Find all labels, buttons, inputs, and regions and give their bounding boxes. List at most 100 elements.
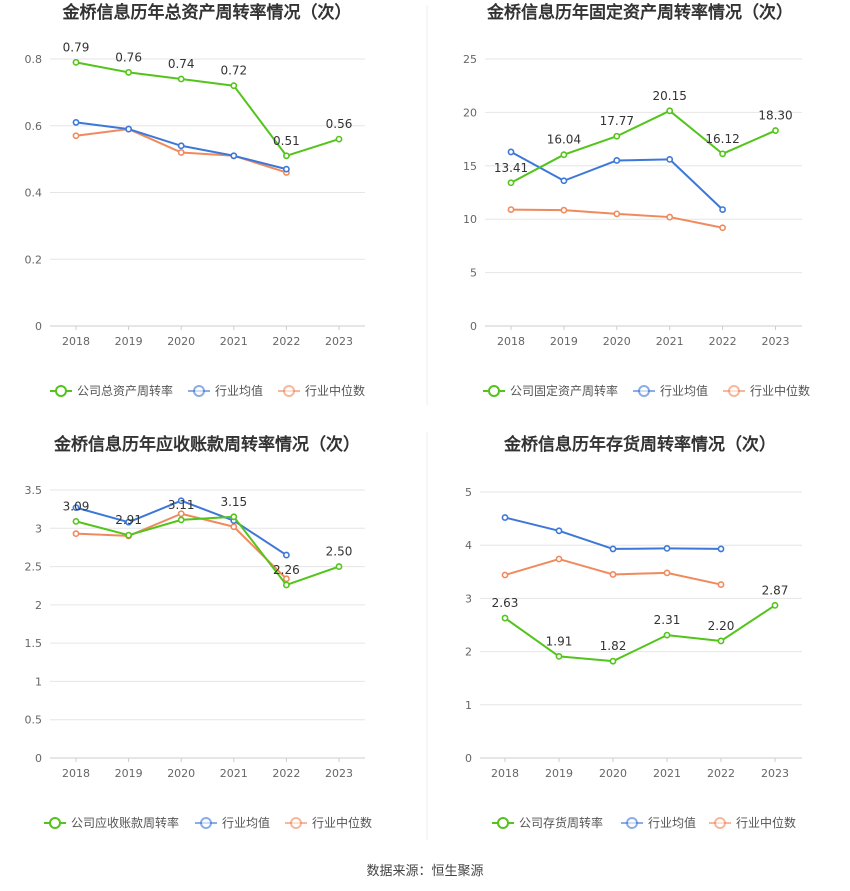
data-point-median[interactable] [230, 523, 238, 531]
data-point-company[interactable] [772, 127, 779, 134]
data-point-company[interactable] [230, 82, 238, 90]
data-point-company[interactable] [282, 581, 290, 589]
data-point-median[interactable] [507, 206, 515, 213]
data-point-avg[interactable] [560, 177, 568, 185]
data-point-company[interactable] [609, 657, 617, 665]
data-point-median[interactable] [719, 224, 726, 232]
data-point-median[interactable] [177, 510, 185, 518]
legend-item-avg[interactable]: 行业均值 [195, 815, 270, 830]
data-point-median[interactable] [501, 571, 509, 579]
legend-marker-icon [55, 385, 67, 397]
data-point-avg[interactable] [125, 125, 133, 133]
data-point-avg[interactable] [125, 518, 133, 526]
data-point-company[interactable] [282, 152, 290, 160]
data-label: 16.04 [547, 133, 581, 147]
legend-item-avg[interactable]: 行业均值 [188, 383, 263, 398]
y-tick-label: 0 [35, 752, 42, 765]
legend-item-median[interactable]: 行业中位数 [278, 383, 365, 398]
legend-marker-icon [714, 817, 726, 829]
y-tick-label: 0.5 [25, 714, 43, 727]
legend-item-avg[interactable]: 行业均值 [633, 383, 708, 398]
chart-panel-4: 金桥信息历年存货周转率情况（次） 0 1 2 3 4 5 2018 2019 2020 2021 20… [465, 434, 802, 830]
chart-title: 金桥信息历年总资产周转率情况（次） [62, 2, 352, 23]
data-point-company[interactable] [177, 75, 185, 83]
series-line-company [75, 515, 340, 586]
data-point-avg[interactable] [72, 119, 80, 126]
data-point-avg[interactable] [609, 545, 617, 553]
legend-item-avg[interactable]: 行业均值 [621, 815, 696, 830]
data-label: 0.72 [220, 64, 247, 78]
data-point-avg[interactable] [501, 514, 509, 521]
legend-item-company[interactable]: 公司应收账款周转率 [44, 815, 179, 830]
data-point-company[interactable] [666, 107, 674, 115]
data-point-avg[interactable] [613, 157, 621, 164]
x-tick-label: 2021 [220, 767, 248, 780]
data-point-company[interactable] [335, 563, 343, 570]
x-tick-label: 2019 [545, 767, 573, 780]
x-tick-label: 2020 [599, 767, 627, 780]
legend-item-median[interactable]: 行业中位数 [285, 815, 372, 830]
data-point-company[interactable] [507, 179, 515, 187]
data-label: 1.82 [600, 639, 627, 653]
data-label: 0.76 [115, 50, 142, 64]
data-point-avg[interactable] [282, 165, 290, 173]
data-point-company[interactable] [177, 516, 185, 524]
y-tick-label: 3 [35, 522, 42, 535]
data-point-avg[interactable] [666, 155, 674, 163]
legend-item-company[interactable]: 公司固定资产周转率 [483, 383, 618, 398]
data-point-median[interactable] [282, 575, 290, 583]
data-point-median[interactable] [717, 581, 725, 588]
data-point-company[interactable] [72, 517, 80, 525]
data-point-median[interactable] [72, 132, 80, 140]
data-point-avg[interactable] [230, 152, 238, 160]
data-point-company[interactable] [125, 68, 133, 76]
data-point-avg[interactable] [282, 551, 290, 559]
y-tick-label: 5 [465, 486, 472, 499]
x-tick-label: 2023 [761, 767, 789, 780]
x-tick-label: 2019 [115, 335, 143, 348]
data-point-company[interactable] [555, 652, 563, 660]
legend-marker-icon [290, 817, 302, 829]
data-point-median[interactable] [613, 210, 621, 218]
legend-item-company[interactable]: 公司总资产周转率 [50, 383, 173, 398]
series-line-median [75, 512, 288, 580]
data-point-company[interactable] [771, 601, 779, 609]
data-point-company[interactable] [613, 132, 621, 140]
data-point-company[interactable] [663, 631, 671, 639]
data-point-median[interactable] [560, 206, 568, 214]
legend-item-median[interactable]: 行业中位数 [723, 383, 810, 398]
legend-marker-icon [638, 385, 650, 397]
data-label: 1.91 [546, 634, 573, 648]
data-point-avg[interactable] [507, 148, 515, 156]
data-point-median[interactable] [555, 555, 563, 563]
data-point-median[interactable] [609, 571, 617, 578]
data-point-avg[interactable] [555, 527, 563, 535]
data-point-company[interactable] [717, 637, 725, 645]
data-point-company[interactable] [501, 614, 509, 622]
data-label: 16.12 [705, 132, 739, 146]
data-point-company[interactable] [560, 151, 568, 159]
data-point-company[interactable] [72, 58, 80, 66]
data-point-avg[interactable] [177, 497, 185, 505]
data-point-median[interactable] [177, 149, 185, 156]
data-point-avg[interactable] [72, 504, 80, 512]
data-point-median[interactable] [663, 569, 671, 577]
data-point-company[interactable] [719, 150, 726, 158]
data-point-median[interactable] [72, 530, 80, 538]
y-tick-label: 2.5 [25, 561, 43, 574]
data-point-avg[interactable] [177, 142, 185, 150]
data-point-avg[interactable] [663, 544, 671, 552]
data-point-avg[interactable] [719, 206, 726, 213]
data-point-company[interactable] [125, 531, 133, 539]
legend-item-company[interactable]: 公司存货周转率 [492, 815, 603, 830]
legend-item-median[interactable]: 行业中位数 [709, 815, 796, 830]
data-point-median[interactable] [666, 213, 674, 221]
data-point-company[interactable] [230, 513, 238, 521]
legend-marker-icon [49, 817, 61, 829]
data-label: 2.63 [492, 596, 519, 610]
data-label: 0.79 [63, 40, 90, 54]
legend-marker-icon [488, 385, 500, 397]
data-point-avg[interactable] [717, 545, 725, 553]
chart-panel-3: 金桥信息历年应收账款周转率情况（次） 0 0.5 1 1.5 2 2.5 3 3.5 2018 20… [25, 434, 373, 830]
data-point-company[interactable] [335, 135, 343, 143]
